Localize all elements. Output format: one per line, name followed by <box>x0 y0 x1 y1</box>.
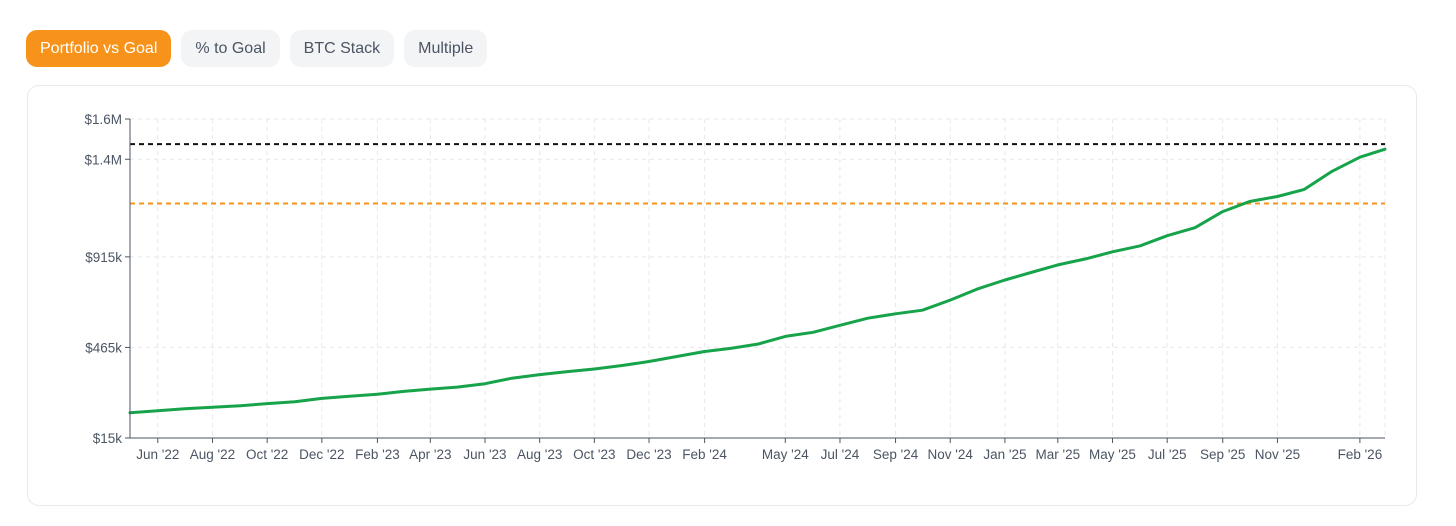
x-tick-label: Dec '23 <box>626 447 671 462</box>
y-tick-label: $915k <box>85 250 122 265</box>
axes: $15k $465k $915k $1.4M $1.6M Jun '22 Aug '22 Oc… <box>84 112 1385 462</box>
x-tick-label: Feb '23 <box>355 447 400 462</box>
x-tick-label: Jul '25 <box>1148 447 1187 462</box>
x-tick-label: Aug '22 <box>190 447 235 462</box>
x-tick-label: Feb '24 <box>682 447 727 462</box>
y-tick-label: $1.4M <box>84 152 122 167</box>
chart-tabs: Portfolio vs Goal % to Goal BTC Stack Mu… <box>26 30 488 67</box>
x-tick-label: Jul '24 <box>821 447 860 462</box>
grid <box>130 118 1386 439</box>
chart-card: $15k $465k $915k $1.4M $1.6M Jun '22 Aug '22 Oc… <box>27 85 1417 506</box>
x-tick-label: Aug '23 <box>517 447 562 462</box>
x-tick-label: Nov '25 <box>1255 447 1300 462</box>
series-layer <box>128 147 1387 415</box>
x-tick-label: Apr '23 <box>409 447 451 462</box>
tab-btc-stack[interactable]: BTC Stack <box>289 30 395 67</box>
tab-percent-to-goal[interactable]: % to Goal <box>181 30 280 67</box>
x-tick-label: Oct '23 <box>573 447 615 462</box>
x-tick-label: Jun '22 <box>136 447 179 462</box>
reference-lines <box>130 143 1385 205</box>
portfolio-line-chart: $15k $465k $915k $1.4M $1.6M Jun '22 Aug '22 Oc… <box>84 112 1387 462</box>
x-tick-label: Jan '25 <box>983 447 1026 462</box>
tab-portfolio-vs-goal[interactable]: Portfolio vs Goal <box>26 30 172 67</box>
y-tick-label: $15k <box>93 431 123 446</box>
y-tick-label: $465k <box>85 340 122 355</box>
y-tick-label: $1.6M <box>84 112 122 127</box>
portfolio-series-line <box>128 147 1387 415</box>
x-tick-label: Sep '24 <box>873 447 919 462</box>
x-tick-label: Oct '22 <box>246 447 288 462</box>
x-tick-label: Mar '25 <box>1036 447 1081 462</box>
x-tick-label: May '25 <box>1089 447 1136 462</box>
x-tick-label: Feb '26 <box>1338 447 1383 462</box>
x-tick-label: Dec '22 <box>299 447 344 462</box>
x-tick-label: Sep '25 <box>1200 447 1245 462</box>
x-tick-label: Nov '24 <box>928 447 974 462</box>
x-tick-label: May '24 <box>762 447 809 462</box>
tab-multiple[interactable]: Multiple <box>404 30 488 67</box>
x-tick-label: Jun '23 <box>463 447 506 462</box>
